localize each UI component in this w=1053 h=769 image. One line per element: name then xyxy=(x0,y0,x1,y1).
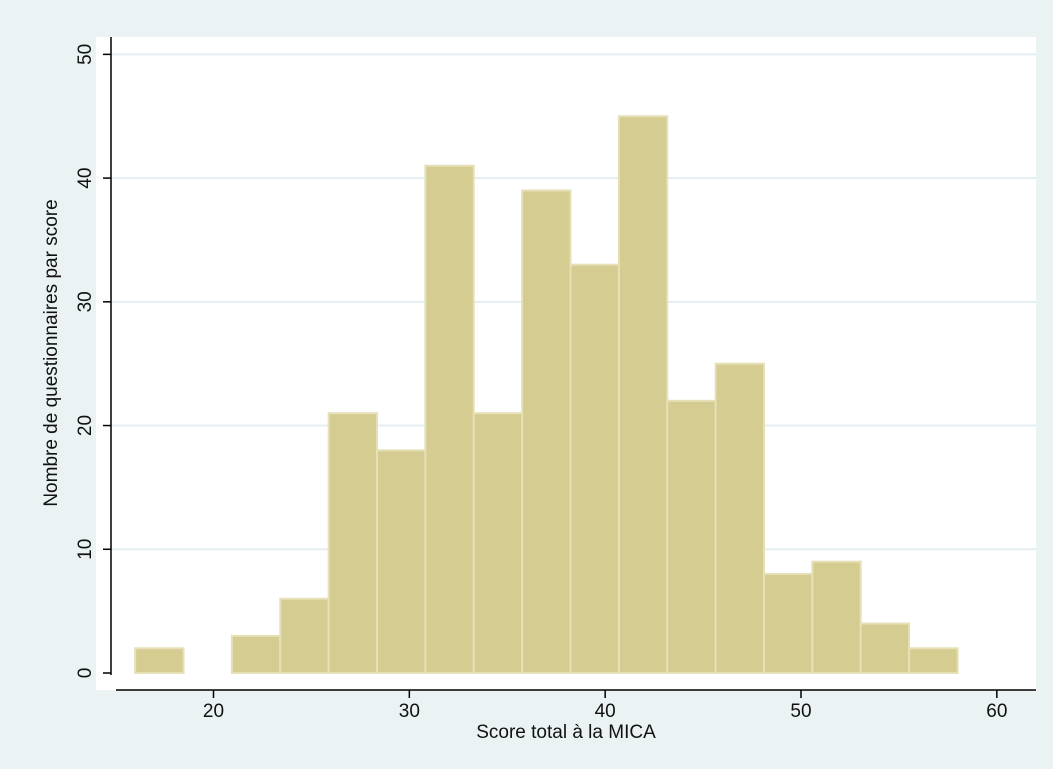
bar-11 xyxy=(666,399,717,674)
bar-12 xyxy=(714,362,765,674)
y-axis-ticks: 0 10 20 30 40 50 xyxy=(75,44,111,678)
bar-0 xyxy=(134,647,185,674)
bar-4 xyxy=(327,412,379,674)
bar-10 xyxy=(617,115,669,674)
bar-6 xyxy=(424,164,475,674)
bar-5 xyxy=(376,449,427,675)
bar-13 xyxy=(762,573,814,674)
x-axis-ticks: 20 30 40 50 60 xyxy=(203,690,1007,722)
x-tick-label-20: 20 xyxy=(203,701,224,722)
bar-15 xyxy=(859,622,911,675)
bar-9 xyxy=(569,263,620,674)
bars xyxy=(134,115,959,675)
y-tick-label-40: 40 xyxy=(75,168,96,189)
y-tick-label-30: 30 xyxy=(75,291,96,312)
bar-16 xyxy=(908,647,959,674)
y-axis-title: Nombre de questionnaires par score xyxy=(41,199,62,506)
bar-14 xyxy=(811,560,862,674)
y-tick-label-50: 50 xyxy=(75,44,96,65)
bar-8 xyxy=(521,189,572,674)
bar-2 xyxy=(230,634,282,674)
bar-3 xyxy=(279,597,330,674)
x-tick-label-60: 60 xyxy=(986,701,1007,722)
x-tick-label-40: 40 xyxy=(595,701,616,722)
bar-7 xyxy=(472,412,524,674)
y-tick-label-20: 20 xyxy=(75,415,96,436)
axes xyxy=(110,37,1036,691)
y-tick-label-10: 10 xyxy=(75,539,96,560)
x-axis-title: Score total à la MICA xyxy=(476,722,656,743)
x-tick-label-50: 50 xyxy=(790,701,811,722)
x-tick-label-30: 30 xyxy=(399,701,420,722)
y-tick-label-0: 0 xyxy=(75,668,96,679)
